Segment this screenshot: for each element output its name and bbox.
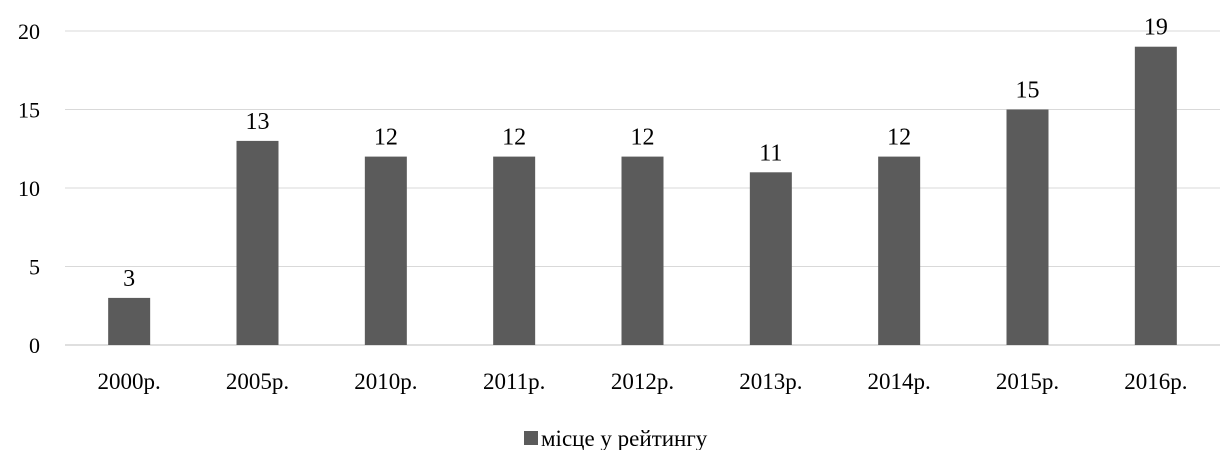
bars xyxy=(108,46,1177,345)
data-label: 12 xyxy=(502,125,526,151)
x-tick-label: 2015р. xyxy=(996,369,1059,394)
bar xyxy=(621,156,664,345)
bar xyxy=(878,156,921,345)
bar xyxy=(364,156,407,345)
bar xyxy=(236,140,279,345)
legend: місце у рейтингу xyxy=(524,426,708,450)
y-tick-label: 0 xyxy=(29,333,40,358)
x-tick-label: 2000р. xyxy=(98,369,161,394)
x-tick-label: 2010р. xyxy=(354,369,417,394)
data-label: 12 xyxy=(631,125,655,151)
legend-label: місце у рейтингу xyxy=(541,426,708,450)
x-axis-labels: 2000р. 2005р. 2010р. 2011р. 2012р. 2013р. 2014… xyxy=(98,369,1188,394)
data-label: 12 xyxy=(374,125,398,151)
data-label: 12 xyxy=(887,125,911,151)
y-tick-label: 5 xyxy=(29,255,40,280)
legend-swatch xyxy=(524,431,538,445)
bar xyxy=(1006,109,1049,345)
x-tick-label: 2013р. xyxy=(739,369,802,394)
x-tick-label: 2016р. xyxy=(1124,369,1187,394)
data-label: 3 xyxy=(123,266,135,292)
data-label: 15 xyxy=(1016,78,1040,104)
y-axis-ticks: 0 5 10 15 20 xyxy=(18,19,40,358)
y-tick-label: 15 xyxy=(18,98,40,123)
data-labels: 3 13 12 12 12 11 12 15 19 xyxy=(123,15,1168,292)
bar xyxy=(493,156,536,345)
x-tick-label: 2012р. xyxy=(611,369,674,394)
x-tick-label: 2014р. xyxy=(868,369,931,394)
bar xyxy=(108,297,151,345)
x-tick-label: 2011р. xyxy=(483,369,545,394)
x-tick-label: 2005р. xyxy=(226,369,289,394)
data-label: 13 xyxy=(246,109,270,135)
data-label: 11 xyxy=(759,140,782,166)
y-tick-label: 10 xyxy=(18,176,40,201)
y-tick-label: 20 xyxy=(18,19,40,44)
data-label: 19 xyxy=(1144,15,1168,41)
bar xyxy=(749,172,792,345)
bar xyxy=(1134,46,1177,345)
